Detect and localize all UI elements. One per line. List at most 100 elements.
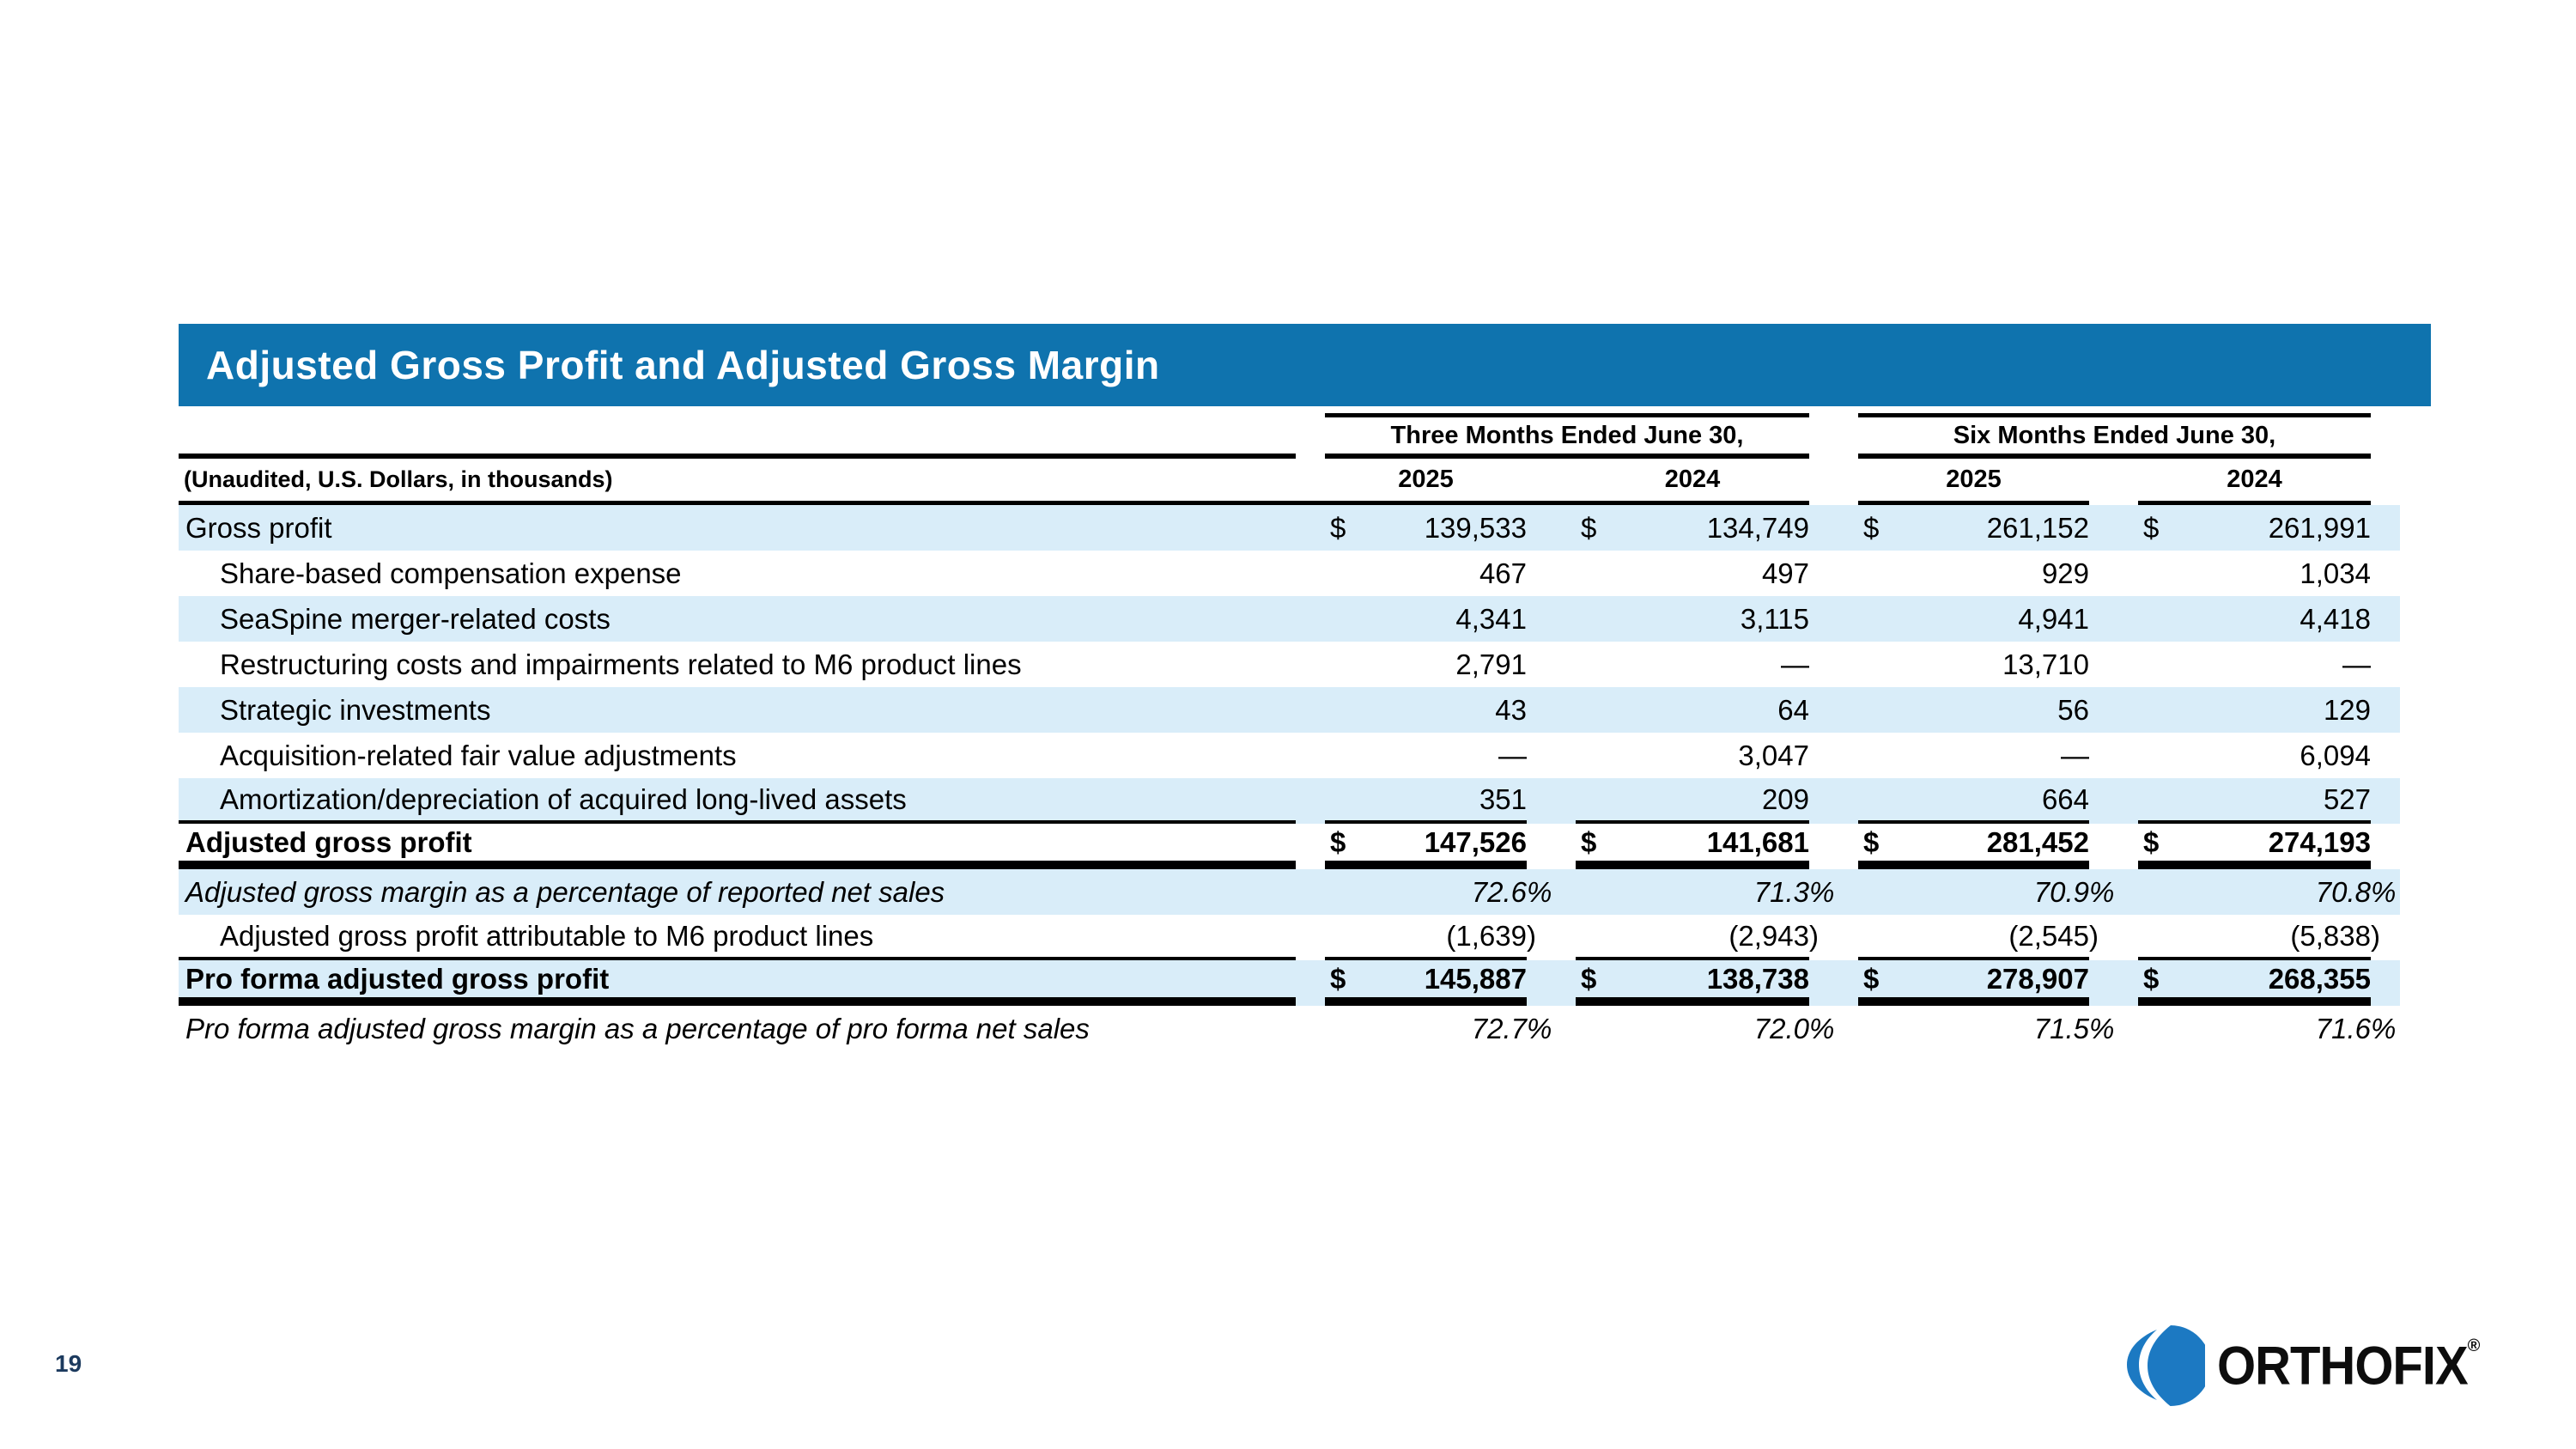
value-text: 71.6% [2315, 1012, 2397, 1044]
value-text: (5,838) [2290, 919, 2380, 952]
row-pad [2371, 505, 2400, 551]
col-gap [1809, 505, 1858, 551]
value-text: 70.9% [2033, 875, 2115, 908]
value-cell: 2,791 [1325, 642, 1527, 687]
value-text: 13,710 [2002, 648, 2089, 680]
value-text: 351 [1479, 782, 1527, 815]
value-text: 274,193 [2268, 825, 2371, 858]
col-gap [1809, 733, 1858, 778]
row-label: Amortization/depreciation of acquired lo… [179, 778, 1296, 824]
page-number: 19 [55, 1350, 82, 1377]
value-cell: 351 [1325, 778, 1527, 824]
header-gap [1527, 459, 1576, 505]
value-text: 134,749 [1706, 511, 1809, 544]
currency-symbol: $ [2143, 962, 2160, 995]
value-text: 72.7% [1471, 1012, 1552, 1044]
value-text: 64 [1777, 693, 1809, 726]
value-text: 43 [1495, 693, 1527, 726]
value-cell: 71.5% [1858, 1006, 2115, 1051]
year-header: 2025 [1858, 459, 2089, 505]
row-label: Restructuring costs and impairments rela… [220, 648, 1022, 680]
col-gap [1296, 915, 1325, 960]
value-cell: 929 [1858, 551, 2089, 596]
col-gap [1296, 551, 1325, 596]
value-cell: $261,991 [2138, 505, 2371, 551]
row-pad [2371, 778, 2400, 824]
col-gap [1809, 1006, 1858, 1051]
value-text: 56 [2057, 693, 2089, 726]
table-row: Restructuring costs and impairments rela… [179, 642, 2400, 687]
col-gap [1809, 551, 1858, 596]
value-text: 261,152 [1986, 511, 2089, 544]
col-gap [1809, 596, 1858, 642]
col-gap [1296, 824, 1325, 869]
value-text: 3,115 [1740, 602, 1809, 635]
value-text: (2,545) [2008, 919, 2099, 952]
currency-symbol: $ [1863, 825, 1880, 858]
value-cell: 6,094 [2138, 733, 2371, 778]
col-gap [1296, 778, 1325, 824]
col-gap [1809, 778, 1858, 824]
value-cell: — [2138, 642, 2371, 687]
value-text: 2,791 [1455, 648, 1527, 680]
value-cell: 71.3% [1576, 869, 1835, 915]
col-group-three-months: Three Months Ended June 30, [1325, 413, 1809, 459]
row-pad [2371, 733, 2400, 778]
row-label: Strategic investments [220, 693, 491, 726]
value-cell: 3,047 [1576, 733, 1809, 778]
col-group-six-months: Six Months Ended June 30, [1858, 413, 2371, 459]
value-cell: (2,943) [1576, 915, 1819, 960]
col-gap [1527, 1006, 1576, 1051]
value-text: 72.0% [1753, 1012, 1835, 1044]
value-text: 4,341 [1455, 602, 1527, 635]
header-gap [1296, 459, 1325, 505]
header-pad [2371, 413, 2400, 459]
table-row: Amortization/depreciation of acquired lo… [179, 778, 2400, 824]
value-text: (2,943) [1728, 919, 1819, 952]
financial-table: Three Months Ended June 30, Six Months En… [179, 413, 2400, 1051]
row-pad [2371, 596, 2400, 642]
value-text: 268,355 [2268, 962, 2371, 995]
value-cell: 3,115 [1576, 596, 1809, 642]
orthofix-logo-text: ORTHOFIX [2217, 1335, 2469, 1397]
value-cell: 72.0% [1576, 1006, 1835, 1051]
slide-title: Adjusted Gross Profit and Adjusted Gross… [206, 343, 1160, 387]
currency-symbol: $ [1581, 962, 1597, 995]
value-text: 527 [2323, 782, 2371, 815]
value-text: 261,991 [2268, 511, 2371, 544]
row-pad [2371, 551, 2400, 596]
header-gap [1809, 459, 1858, 505]
col-gap [1809, 824, 1858, 869]
col-gap [2089, 869, 2138, 915]
value-cell: 4,941 [1858, 596, 2089, 642]
col-gap [1296, 869, 1325, 915]
value-cell: — [1325, 733, 1527, 778]
col-gap [1527, 687, 1576, 733]
header-pad [2371, 459, 2400, 505]
year-header: 2024 [1576, 459, 1809, 505]
col-gap [2089, 551, 2138, 596]
value-cell: $261,152 [1858, 505, 2089, 551]
value-cell: 43 [1325, 687, 1527, 733]
value-cell: $278,907 [1858, 960, 2089, 1006]
currency-symbol: $ [1330, 962, 1346, 995]
col-gap [1527, 596, 1576, 642]
value-cell: 467 [1325, 551, 1527, 596]
value-text: 141,681 [1706, 825, 1809, 858]
col-gap [2089, 733, 2138, 778]
value-text: — [2061, 739, 2089, 771]
row-label: Acquisition-related fair value adjustmen… [220, 739, 737, 771]
col-gap [2089, 505, 2138, 551]
value-cell: 70.8% [2138, 869, 2397, 915]
col-gap [1809, 960, 1858, 1006]
table-row: Acquisition-related fair value adjustmen… [179, 733, 2400, 778]
year-header: 2025 [1325, 459, 1527, 505]
table-row: Adjusted gross profit attributable to M6… [179, 915, 2400, 960]
col-gap [2089, 778, 2138, 824]
value-cell: 4,341 [1325, 596, 1527, 642]
value-cell: $274,193 [2138, 824, 2371, 869]
slide-title-bar: Adjusted Gross Profit and Adjusted Gross… [179, 324, 2431, 406]
value-text: 664 [2041, 782, 2089, 815]
value-text: 3,047 [1738, 739, 1809, 771]
